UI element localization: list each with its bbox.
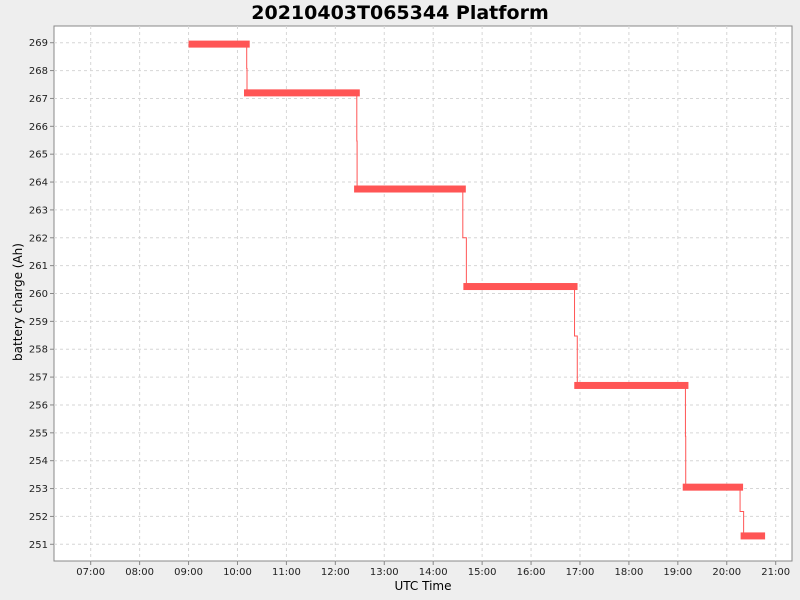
step-bar xyxy=(574,381,689,389)
x-tick-label: 18:00 xyxy=(614,567,643,578)
x-tick-label: 14:00 xyxy=(419,567,448,578)
y-tick-label: 267 xyxy=(29,94,48,105)
y-tick-label: 252 xyxy=(29,512,48,523)
x-axis-label: UTC Time xyxy=(395,579,452,593)
y-tick-label: 258 xyxy=(29,345,48,356)
gridlines xyxy=(54,26,792,561)
x-tick-label: 13:00 xyxy=(370,567,399,578)
axis-ticks: 07:00 08:00 09:00 10:00 11:00 12:00 13:00 14:00… xyxy=(29,38,790,578)
y-tick-label: 262 xyxy=(29,233,48,244)
y-tick-label: 264 xyxy=(29,178,48,189)
step-connector xyxy=(739,487,745,536)
x-tick-label: 21:00 xyxy=(761,567,790,578)
y-tick-label: 266 xyxy=(29,122,48,133)
y-tick-label: 268 xyxy=(29,66,48,77)
chart-title: 20210403T065344 Platform xyxy=(251,2,549,24)
x-tick-label: 10:00 xyxy=(223,567,252,578)
step-bar xyxy=(682,483,744,491)
y-tick-label: 260 xyxy=(29,289,48,300)
step-bar xyxy=(244,89,360,97)
series-battery-charge xyxy=(188,40,766,540)
x-tick-label: 08:00 xyxy=(125,567,154,578)
y-tick-label: 255 xyxy=(29,428,48,439)
x-tick-label: 09:00 xyxy=(174,567,203,578)
y-tick-label: 261 xyxy=(29,261,48,272)
step-bar xyxy=(463,283,578,291)
x-tick-label: 17:00 xyxy=(566,567,595,578)
y-tick-label: 256 xyxy=(29,400,48,411)
step-connector xyxy=(574,286,578,386)
y-tick-label: 251 xyxy=(29,540,48,551)
step-bar xyxy=(354,185,466,193)
y-tick-label: 259 xyxy=(29,317,48,328)
x-tick-label: 19:00 xyxy=(663,567,692,578)
y-tick-label: 257 xyxy=(29,373,48,384)
y-tick-label: 265 xyxy=(29,150,48,161)
y-axis-label: battery charge (Ah) xyxy=(11,243,25,361)
x-tick-label: 16:00 xyxy=(517,567,546,578)
step-bar xyxy=(740,532,766,540)
x-tick-label: 15:00 xyxy=(468,567,497,578)
y-tick-label: 254 xyxy=(29,456,48,467)
x-tick-label: 07:00 xyxy=(76,567,105,578)
x-tick-label: 11:00 xyxy=(272,567,301,578)
x-tick-label: 20:00 xyxy=(712,567,741,578)
y-tick-label: 263 xyxy=(29,205,48,216)
step-bar xyxy=(188,40,250,48)
y-tick-label: 269 xyxy=(29,38,48,49)
x-tick-label: 12:00 xyxy=(321,567,350,578)
step-connector xyxy=(462,189,467,287)
y-tick-label: 253 xyxy=(29,484,48,495)
